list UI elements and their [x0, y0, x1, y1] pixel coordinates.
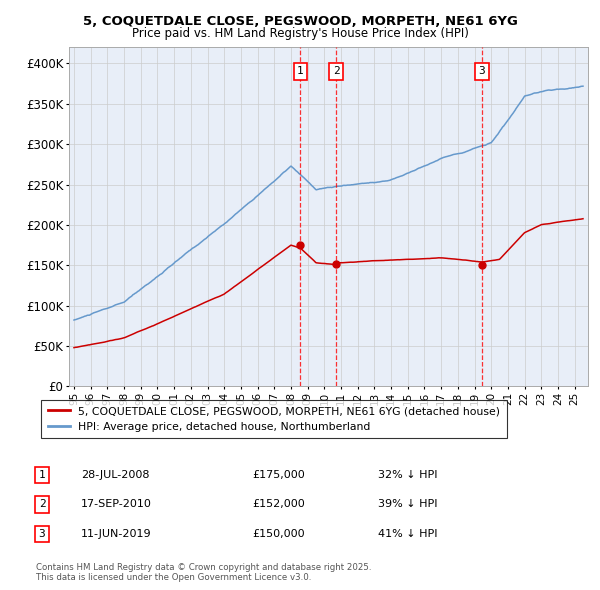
Text: £175,000: £175,000	[252, 470, 305, 480]
Text: £150,000: £150,000	[252, 529, 305, 539]
Text: 3: 3	[478, 67, 485, 77]
Text: 41% ↓ HPI: 41% ↓ HPI	[378, 529, 437, 539]
Text: Contains HM Land Registry data © Crown copyright and database right 2025.
This d: Contains HM Land Registry data © Crown c…	[36, 563, 371, 582]
Text: 39% ↓ HPI: 39% ↓ HPI	[378, 500, 437, 509]
Text: 17-SEP-2010: 17-SEP-2010	[81, 500, 152, 509]
Text: £152,000: £152,000	[252, 500, 305, 509]
Text: 32% ↓ HPI: 32% ↓ HPI	[378, 470, 437, 480]
Text: 2: 2	[333, 67, 340, 77]
Legend: 5, COQUETDALE CLOSE, PEGSWOOD, MORPETH, NE61 6YG (detached house), HPI: Average : 5, COQUETDALE CLOSE, PEGSWOOD, MORPETH, …	[41, 399, 507, 438]
Text: Price paid vs. HM Land Registry's House Price Index (HPI): Price paid vs. HM Land Registry's House …	[131, 27, 469, 40]
Text: 2: 2	[38, 500, 46, 509]
Text: 1: 1	[38, 470, 46, 480]
Text: 11-JUN-2019: 11-JUN-2019	[81, 529, 152, 539]
Text: 5, COQUETDALE CLOSE, PEGSWOOD, MORPETH, NE61 6YG: 5, COQUETDALE CLOSE, PEGSWOOD, MORPETH, …	[83, 15, 517, 28]
Text: 3: 3	[38, 529, 46, 539]
Text: 1: 1	[297, 67, 304, 77]
Text: 28-JUL-2008: 28-JUL-2008	[81, 470, 149, 480]
